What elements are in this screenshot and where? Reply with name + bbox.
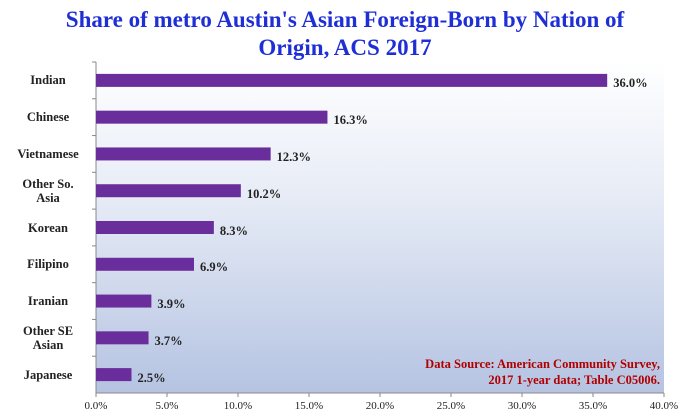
bar [96, 257, 194, 271]
category-label: Korean [27, 220, 69, 235]
x-tick-label: 10.0% [223, 400, 253, 412]
bar [96, 147, 271, 161]
data-source-note: Data Source: American Community Survey, … [425, 356, 660, 388]
data-source-line-2: 2017 1-year data; Table C05006. [488, 373, 660, 387]
bar [96, 184, 241, 198]
category-label: Other SE Asian [22, 323, 74, 352]
bar [96, 368, 132, 382]
value-label: 36.0% [613, 76, 648, 91]
bar [96, 73, 608, 87]
x-tick-label: 0.0% [84, 400, 108, 412]
bar [96, 294, 152, 308]
category-label: Vietnamese [17, 146, 79, 161]
chart-title: Share of metro Austin's Asian Foreign-Bo… [0, 6, 690, 62]
x-tick-label: 15.0% [294, 400, 324, 412]
value-label: 12.3% [276, 149, 312, 164]
bar [96, 331, 149, 345]
value-label: 10.2% [246, 186, 282, 201]
x-tick-label: 40.0% [649, 400, 679, 412]
category-label: Indian [30, 73, 66, 88]
category-label: Japanese [23, 367, 73, 382]
x-tick-label: 20.0% [365, 400, 395, 412]
chart-title-line-2: Origin, ACS 2017 [258, 35, 432, 60]
category-label: Filipino [27, 257, 69, 272]
bar [96, 221, 214, 234]
category-label: Iranian [27, 294, 69, 309]
x-tick-label: 5.0% [155, 400, 179, 412]
data-source-line-1: Data Source: American Community Survey, [425, 357, 660, 371]
chart-title-line-1: Share of metro Austin's Asian Foreign-Bo… [65, 7, 625, 32]
value-label: 16.3% [333, 113, 368, 128]
category-label: Other So. Asia [22, 176, 74, 205]
bar [96, 110, 328, 124]
value-label: 8.3% [219, 223, 248, 238]
value-label: 2.5% [137, 370, 166, 385]
category-label: Chinese [26, 110, 70, 125]
value-label: 6.9% [199, 260, 229, 275]
x-tick-label: 25.0% [436, 400, 466, 412]
value-label: 3.9% [157, 297, 186, 312]
x-tick-label: 30.0% [507, 400, 537, 412]
value-label: 3.7% [154, 333, 183, 348]
x-tick-label: 35.0% [578, 400, 608, 412]
